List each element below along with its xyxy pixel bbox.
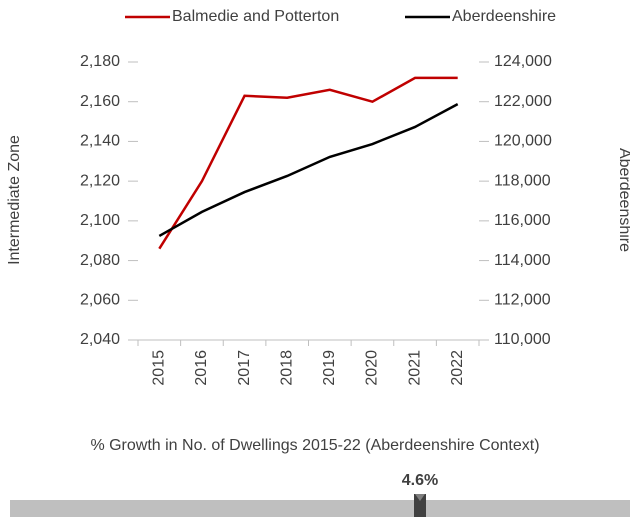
y2-tick-label: 110,000 xyxy=(494,331,551,348)
x-tick-label: 2020 xyxy=(364,350,381,386)
y2-tick-label: 114,000 xyxy=(494,252,551,269)
legend-label: Aberdeenshire xyxy=(452,8,556,25)
x-tick-label: 2015 xyxy=(151,350,168,386)
y2-tick-label: 122,000 xyxy=(494,93,552,110)
x-tick-label: 2016 xyxy=(193,350,210,386)
y-tick-label: 2,140 xyxy=(80,133,120,150)
x-tick-label: 2017 xyxy=(236,350,253,386)
y2-tick-label: 124,000 xyxy=(494,53,552,70)
y2-axis-title: Aberdeenshire xyxy=(616,148,630,252)
x-tick-label: 2022 xyxy=(449,350,466,386)
y2-tick-label: 116,000 xyxy=(494,212,551,229)
growth-title: % Growth in No. of Dwellings 2015-22 (Ab… xyxy=(90,437,539,454)
x-tick-label: 2018 xyxy=(278,350,295,386)
growth-marker xyxy=(414,494,426,517)
y-tick-label: 2,080 xyxy=(80,252,120,269)
y2-tick-label: 112,000 xyxy=(494,292,551,309)
series-line xyxy=(158,76,458,250)
x-tick-label: 2021 xyxy=(406,350,423,386)
y2-tick-label: 120,000 xyxy=(494,133,552,150)
series-line xyxy=(158,102,459,238)
y2-tick-label: 118,000 xyxy=(494,172,551,189)
y-tick-label: 2,180 xyxy=(80,53,120,70)
growth-marker-tip xyxy=(415,494,425,501)
y-tick-label: 2,040 xyxy=(80,331,120,348)
growth-bar xyxy=(10,500,630,517)
y-tick-label: 2,120 xyxy=(80,172,120,189)
y-tick-label: 2,100 xyxy=(80,212,120,229)
y-tick-label: 2,160 xyxy=(80,93,120,110)
y-axis-title: Intermediate Zone xyxy=(6,135,23,265)
y-tick-label: 2,060 xyxy=(80,292,120,309)
legend-label: Balmedie and Potterton xyxy=(172,8,339,25)
growth-label: 4.6% xyxy=(402,472,438,489)
x-tick-label: 2019 xyxy=(321,350,338,386)
